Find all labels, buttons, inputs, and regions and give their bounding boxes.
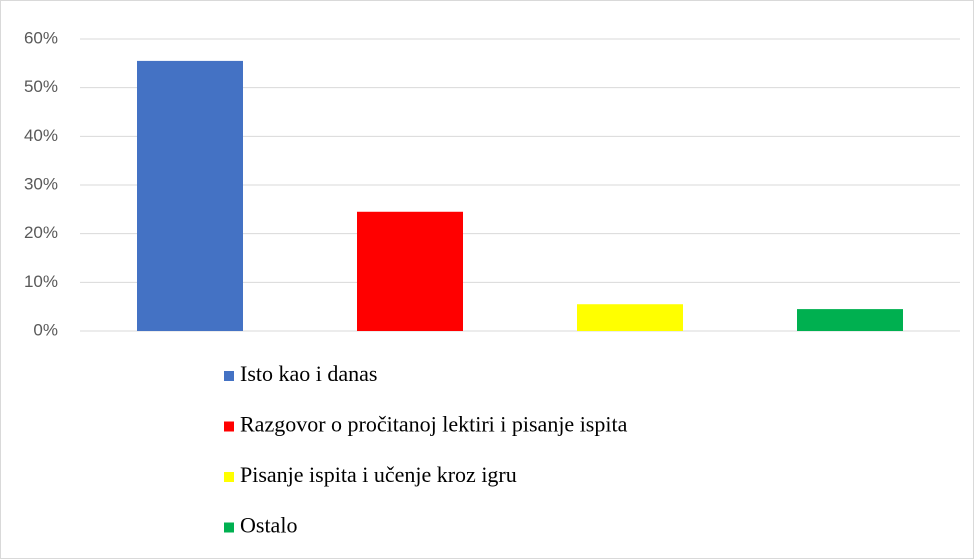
y-tick-label: 10% bbox=[24, 272, 58, 291]
legend-label: Pisanje ispita i učenje kroz igru bbox=[240, 462, 517, 487]
legend-swatch bbox=[224, 371, 234, 381]
y-tick-label: 60% bbox=[24, 28, 58, 47]
legend-label: Isto kao i danas bbox=[240, 361, 377, 386]
bar bbox=[357, 211, 463, 331]
y-tick-label: 50% bbox=[24, 77, 58, 96]
bar bbox=[577, 304, 683, 331]
legend-swatch bbox=[224, 472, 234, 482]
bar bbox=[797, 309, 903, 331]
legend-label: Razgovor o pročitanoj lektiri i pisanje … bbox=[240, 412, 628, 437]
y-tick-label: 20% bbox=[24, 223, 58, 242]
y-tick-label: 40% bbox=[24, 126, 58, 145]
y-tick-label: 0% bbox=[33, 320, 58, 339]
legend-label: Ostalo bbox=[240, 513, 297, 538]
legend-swatch bbox=[224, 522, 234, 533]
legend-swatch bbox=[224, 421, 234, 432]
bar bbox=[137, 60, 243, 332]
y-tick-label: 30% bbox=[24, 174, 58, 193]
